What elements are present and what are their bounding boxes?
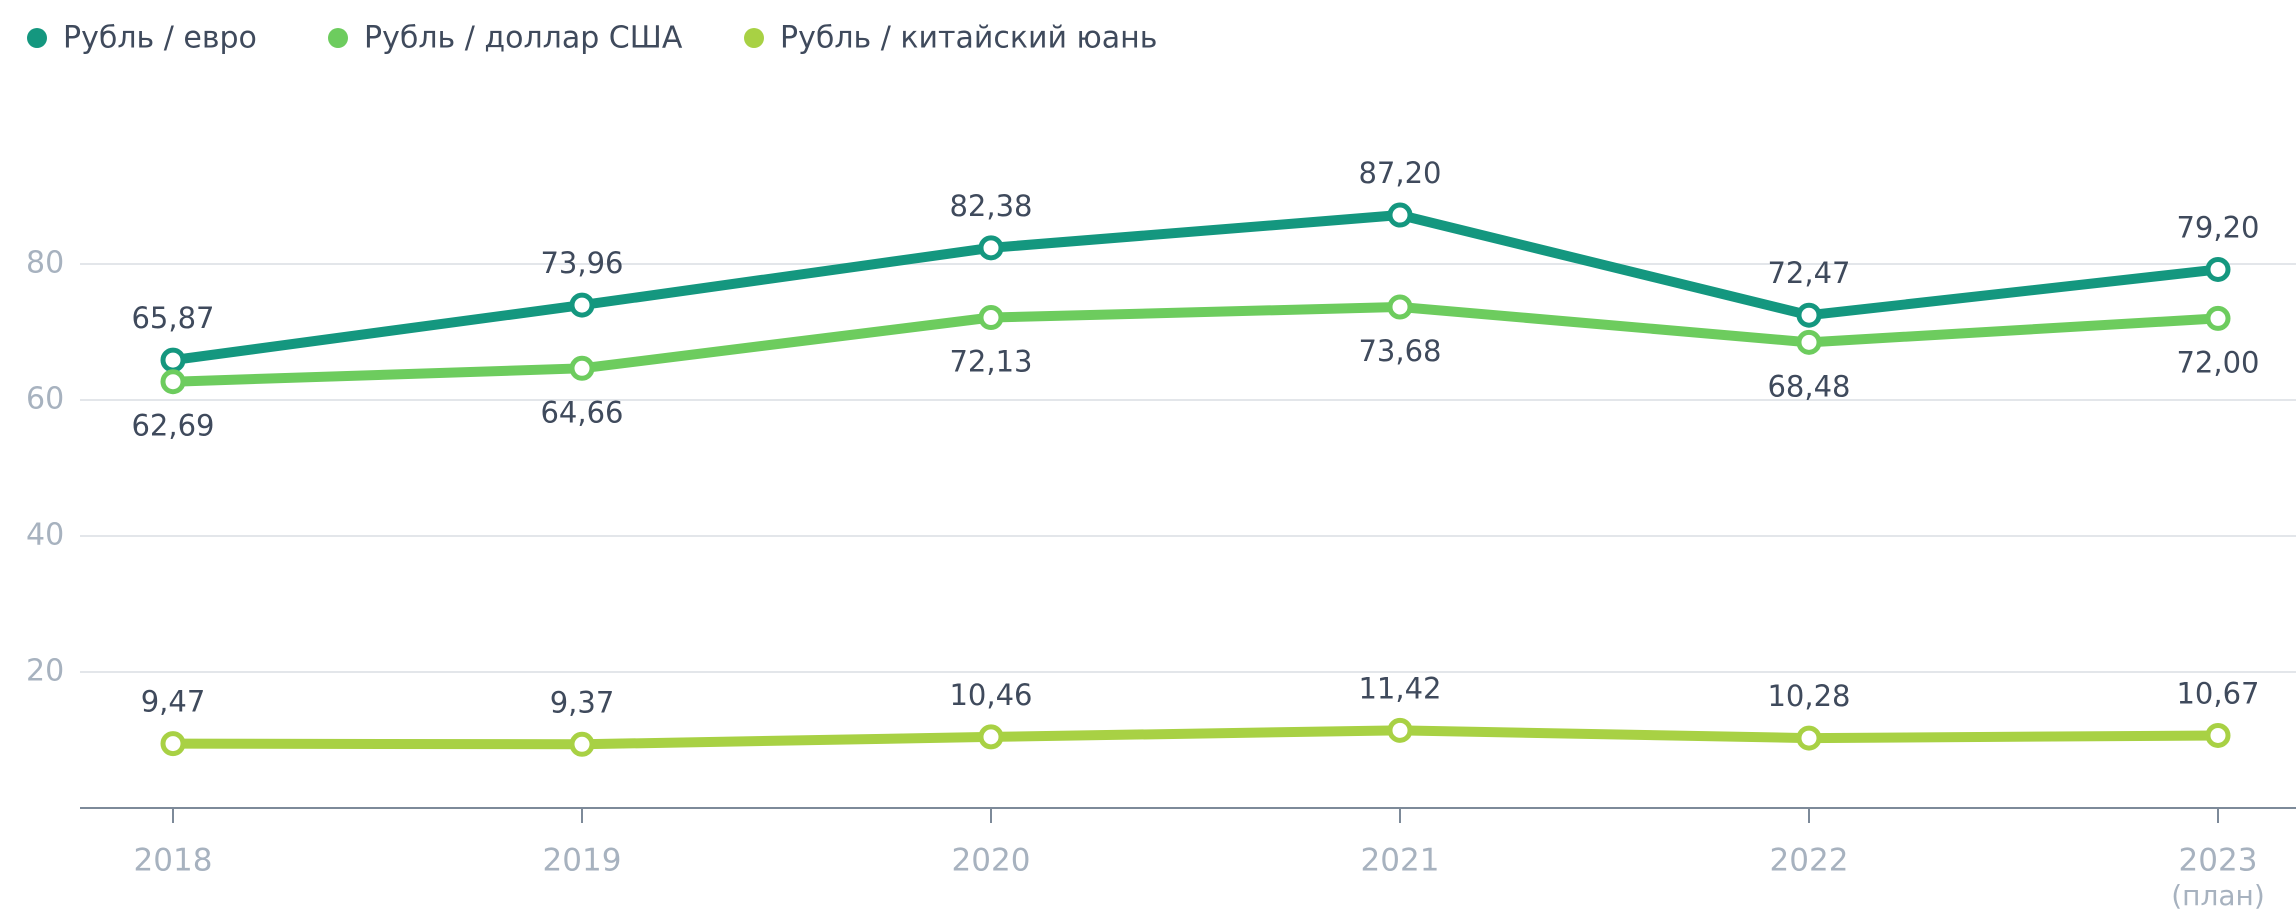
data-label: 10,46 (949, 678, 1032, 712)
y-tick-label: 60 (26, 382, 64, 417)
x-tick-label: 2022 (1770, 843, 1849, 879)
series-line (172, 301, 2219, 387)
data-label: 73,96 (540, 246, 623, 280)
point-marker (569, 355, 595, 381)
y-tick-label: 20 (26, 654, 64, 689)
data-label: 72,47 (1767, 256, 1850, 290)
point-marker (1796, 302, 1822, 328)
series-line (172, 725, 2219, 750)
data-label: 62,69 (131, 409, 214, 443)
legend-label: Рубль / евро (63, 21, 257, 56)
data-label: 72,00 (2176, 345, 2259, 379)
point-marker (2205, 722, 2231, 748)
point-marker (2205, 305, 2231, 331)
point-marker (569, 731, 595, 757)
legend-label: Рубль / китайский юань (780, 21, 1157, 56)
point-marker (160, 347, 186, 373)
data-label: 64,66 (540, 395, 623, 429)
point-marker (978, 724, 1004, 750)
point-marker (569, 292, 595, 318)
data-label: 87,20 (1358, 156, 1441, 190)
legend-marker (744, 28, 764, 48)
x-tick-label: 2023 (2179, 843, 2258, 879)
point-marker (160, 731, 186, 757)
data-label: 65,87 (131, 301, 214, 335)
point-marker (978, 235, 1004, 261)
point-marker (978, 305, 1004, 331)
data-label: 11,42 (1358, 671, 1441, 705)
point-marker (1387, 717, 1413, 743)
data-label: 10,28 (1767, 679, 1850, 713)
y-tick-label: 40 (26, 518, 64, 553)
data-label: 73,68 (1358, 334, 1441, 368)
x-tick-label: 2021 (1361, 843, 1440, 879)
x-tick-label: 2020 (952, 843, 1031, 879)
point-marker (1387, 294, 1413, 320)
point-marker (2205, 256, 2231, 282)
series-line (172, 210, 2219, 366)
x-tick-label: 2018 (134, 843, 213, 879)
point-marker (1796, 725, 1822, 751)
legend-label: Рубль / доллар США (364, 21, 683, 56)
point-marker (1387, 202, 1413, 228)
data-label: 9,37 (550, 685, 615, 719)
data-label: 82,38 (949, 189, 1032, 223)
data-label: 79,20 (2176, 210, 2259, 244)
annotation: (план) (2171, 879, 2265, 912)
data-label: 72,13 (949, 345, 1032, 379)
legend-marker (27, 28, 47, 48)
data-label: 68,48 (1767, 369, 1850, 403)
y-tick-label: 80 (26, 246, 64, 281)
point-marker (1796, 329, 1822, 355)
legend-marker (328, 28, 348, 48)
data-label: 9,47 (141, 685, 206, 719)
point-marker (160, 369, 186, 395)
x-tick-label: 2019 (543, 843, 622, 879)
data-label: 10,67 (2176, 676, 2259, 710)
